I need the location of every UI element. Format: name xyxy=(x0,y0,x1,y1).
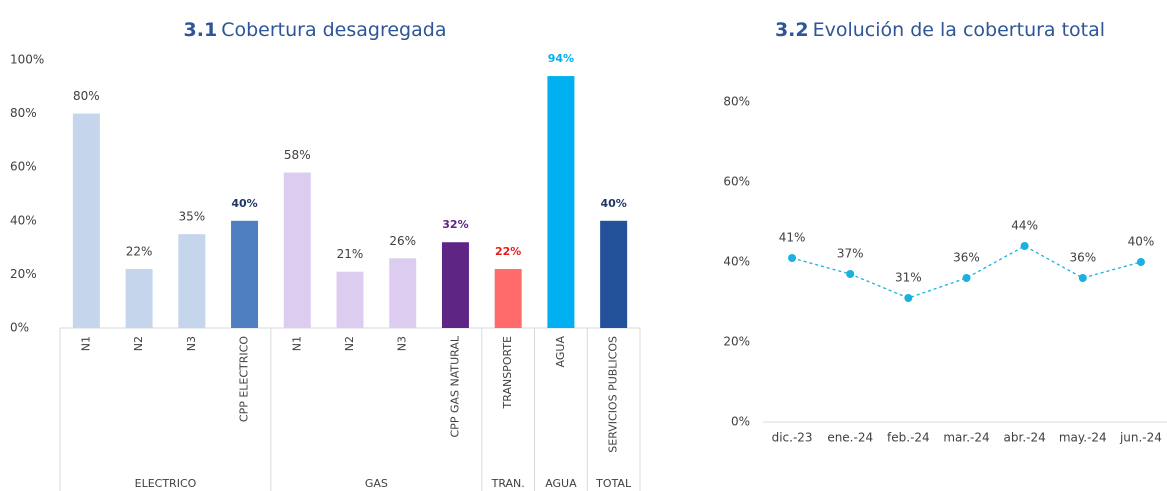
y-tick-label: 40% xyxy=(10,213,37,227)
title-text: Evolución de la cobertura total xyxy=(813,19,1105,41)
marker xyxy=(788,254,797,262)
x-tick-label: jun.-24 xyxy=(1119,431,1162,445)
bar xyxy=(389,258,417,328)
bar xyxy=(600,220,628,328)
y-tick-label: 20% xyxy=(723,335,750,349)
y-tick-label: 60% xyxy=(10,160,37,174)
value-label: 40% xyxy=(1128,235,1155,249)
marker xyxy=(1136,258,1145,266)
value-label: 44% xyxy=(1011,219,1038,233)
marker xyxy=(1078,274,1087,282)
value-label: 36% xyxy=(1069,251,1096,265)
value-label: 26% xyxy=(389,234,416,248)
x-tick-label: N3 xyxy=(185,336,198,351)
x-tick-label: N2 xyxy=(132,336,145,351)
x-tick-label: CPP ELECTRICO xyxy=(238,336,251,422)
value-label: 40% xyxy=(600,197,626,210)
y-tick-label: 0% xyxy=(10,321,29,335)
group-label: AGUA xyxy=(545,477,577,490)
marker xyxy=(904,294,913,302)
value-label: 36% xyxy=(953,251,980,265)
x-tick-label: N1 xyxy=(290,336,303,351)
group-label: TRAN. xyxy=(491,477,525,490)
bar xyxy=(283,172,311,328)
y-tick-label: 80% xyxy=(10,106,37,120)
group-label: GAS xyxy=(365,477,388,490)
y-tick-label: 100% xyxy=(10,53,44,67)
bar xyxy=(547,76,575,328)
x-tick-label: SERVICIOS PUBLICOS xyxy=(607,336,620,453)
value-label: 22% xyxy=(126,245,153,259)
value-label: 58% xyxy=(284,148,311,162)
value-label: 22% xyxy=(495,245,521,258)
x-tick-label: AGUA xyxy=(554,336,567,368)
bar xyxy=(178,234,206,328)
bar xyxy=(231,220,259,328)
x-tick-label: ene.-24 xyxy=(827,431,873,445)
value-label: 35% xyxy=(178,210,205,224)
x-tick-label: N2 xyxy=(343,336,356,351)
value-label: 80% xyxy=(73,89,100,103)
marker xyxy=(962,274,971,282)
x-tick-label: mar.-24 xyxy=(943,431,989,445)
value-label: 41% xyxy=(779,231,806,245)
value-label: 37% xyxy=(837,247,864,261)
y-tick-label: 80% xyxy=(723,95,750,109)
group-label: ELECTRICO xyxy=(135,477,197,490)
bar xyxy=(336,271,364,328)
marker xyxy=(846,270,855,278)
x-tick-label: N3 xyxy=(396,336,409,351)
group-label: TOTAL xyxy=(595,477,632,490)
bar xyxy=(441,242,469,328)
title-text: Cobertura desagregada xyxy=(221,19,446,41)
title-number: 3.2 xyxy=(775,19,809,41)
x-tick-label: N1 xyxy=(79,336,92,351)
x-tick-label: feb.-24 xyxy=(887,431,930,445)
y-tick-label: 0% xyxy=(731,415,750,429)
value-label: 40% xyxy=(231,197,257,210)
marker xyxy=(1020,242,1029,250)
value-label: 32% xyxy=(442,218,468,231)
bar xyxy=(494,269,522,328)
y-tick-label: 20% xyxy=(10,267,37,281)
y-tick-label: 40% xyxy=(723,255,750,269)
chart-title: 3.1 Cobertura desagregada xyxy=(184,19,447,41)
x-tick-label: dic.-23 xyxy=(772,431,813,445)
value-label: 94% xyxy=(548,52,574,65)
y-tick-label: 60% xyxy=(723,175,750,189)
title-number: 3.1 xyxy=(184,19,218,41)
x-tick-label: may.-24 xyxy=(1059,431,1107,445)
value-label: 21% xyxy=(337,247,364,261)
bar xyxy=(72,113,100,328)
x-tick-label: abr.-24 xyxy=(1004,431,1046,445)
chart-title: 3.2 Evolución de la cobertura total xyxy=(775,19,1105,41)
bar xyxy=(125,269,153,328)
x-tick-label: TRANSPORTE xyxy=(501,336,514,410)
value-label: 31% xyxy=(895,271,922,285)
x-tick-label: CPP GAS NATURAL xyxy=(448,335,461,437)
